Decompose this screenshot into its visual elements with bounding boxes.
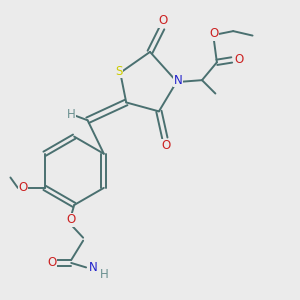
Text: N: N (174, 74, 183, 87)
Text: O: O (209, 27, 218, 40)
Text: O: O (159, 14, 168, 27)
Text: O: O (67, 213, 76, 226)
Text: S: S (115, 65, 122, 78)
Text: O: O (47, 256, 56, 269)
Text: O: O (235, 53, 244, 66)
Text: H: H (100, 268, 109, 281)
Text: O: O (19, 182, 28, 194)
Text: O: O (162, 139, 171, 152)
Text: H: H (67, 108, 76, 121)
Text: N: N (89, 261, 98, 274)
